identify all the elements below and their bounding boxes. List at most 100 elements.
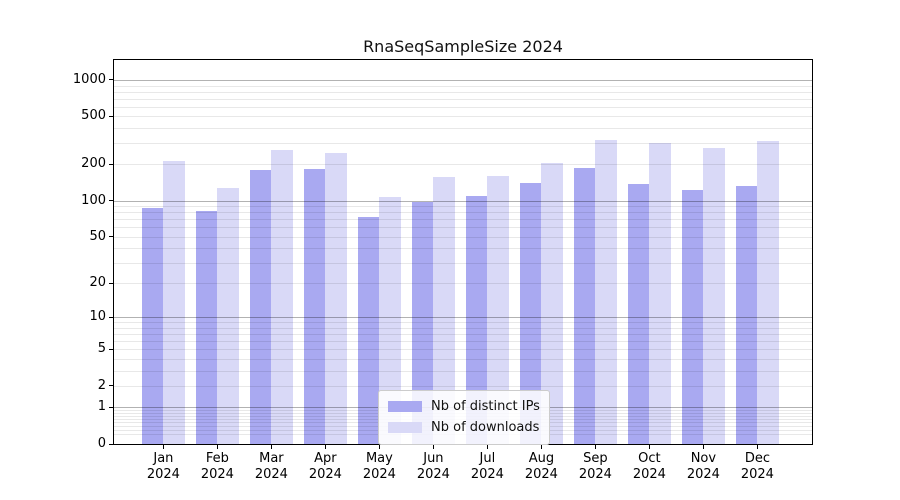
gridline: [114, 98, 812, 100]
y-tick-label: 20: [89, 275, 106, 291]
gridline: [114, 248, 812, 250]
bar-distinct-ips-feb: [195, 211, 218, 444]
bar-downloads-dec: [757, 140, 779, 444]
gridline: [114, 79, 812, 81]
bar-downloads-may: [379, 197, 401, 444]
x-tick-label: Apr 2024: [308, 451, 342, 482]
x-tick-label: Dec 2024: [740, 451, 774, 482]
x-tick-label: Oct 2024: [632, 451, 666, 482]
bar-distinct-ips-oct: [627, 183, 650, 444]
gridline: [114, 236, 812, 238]
x-tick-mark: [324, 445, 326, 449]
legend-swatch-downloads: [388, 422, 422, 433]
x-tick-label: Feb 2024: [200, 451, 234, 482]
y-tick-label: 200: [81, 156, 106, 172]
x-tick-label: Sep 2024: [578, 451, 612, 482]
y-tick-mark: [109, 385, 113, 387]
y-tick-label: 5: [97, 341, 106, 357]
gridline: [114, 116, 812, 118]
legend-row: Nb of downloads: [388, 417, 540, 438]
y-tick-mark: [109, 200, 113, 202]
gridline: [114, 334, 812, 336]
x-tick-label: Aug 2024: [524, 451, 558, 482]
gridline: [114, 143, 812, 145]
x-tick-label: Jun 2024: [416, 451, 450, 482]
y-tick-mark: [109, 79, 113, 81]
bar-distinct-ips-jul: [465, 195, 488, 444]
x-tick-mark: [648, 445, 650, 449]
x-tick-mark: [702, 445, 704, 449]
gridline: [114, 212, 812, 214]
gridline: [114, 327, 812, 329]
y-tick-label: 1000: [72, 71, 106, 87]
gridline: [114, 370, 812, 372]
chart-title: RnaSeqSampleSize 2024: [363, 37, 563, 56]
bar-downloads-apr: [325, 153, 347, 444]
y-tick-label: 10: [89, 309, 106, 325]
bar-downloads-jun: [433, 177, 455, 444]
y-tick-label: 1: [97, 399, 106, 415]
y-tick-mark: [109, 236, 113, 238]
y-tick-label: 0: [97, 436, 106, 451]
y-tick-mark: [109, 348, 113, 350]
gridline: [114, 106, 812, 108]
bar-distinct-ips-jan: [141, 207, 164, 444]
y-tick-mark: [109, 443, 113, 445]
legend-row: Nb of distinct IPs: [388, 396, 540, 417]
gridline: [114, 200, 812, 202]
y-tick-mark: [109, 163, 113, 165]
gridline: [114, 358, 812, 360]
bar-distinct-ips-mar: [249, 169, 272, 444]
x-tick-mark: [378, 445, 380, 449]
x-tick-mark: [486, 445, 488, 449]
grid-layer: [114, 60, 812, 444]
y-tick-mark: [109, 115, 113, 117]
gridline: [114, 283, 812, 285]
x-tick-label: May 2024: [362, 451, 396, 482]
bar-distinct-ips-apr: [303, 169, 326, 444]
x-tick-mark: [540, 445, 542, 449]
bar-downloads-mar: [271, 149, 293, 444]
x-tick-label: Mar 2024: [254, 451, 288, 482]
x-tick-mark: [162, 445, 164, 449]
y-tick-label: 100: [81, 192, 106, 208]
x-tick-mark: [756, 445, 758, 449]
x-tick-mark: [594, 445, 596, 449]
bar-downloads-feb: [217, 188, 239, 444]
gridline: [114, 227, 812, 229]
y-tick-mark: [109, 282, 113, 284]
y-tick-mark: [109, 316, 113, 318]
y-tick-label: 50: [89, 228, 106, 244]
bar-distinct-ips-dec: [735, 185, 758, 444]
legend: Nb of distinct IPs Nb of downloads: [378, 390, 550, 445]
gridline: [114, 341, 812, 343]
bar-downloads-nov: [703, 147, 725, 444]
legend-label-distinct-ips: Nb of distinct IPs: [431, 399, 540, 414]
gridline: [114, 349, 812, 351]
gridline: [114, 128, 812, 130]
bar-downloads-sep: [595, 139, 617, 444]
gridline: [114, 206, 812, 208]
x-tick-label: Jul 2024: [470, 451, 504, 482]
gridline: [114, 85, 812, 87]
bar-distinct-ips-nov: [681, 189, 704, 444]
gridline: [114, 164, 812, 166]
bar-downloads-aug: [541, 163, 563, 444]
x-tick-label: Jan 2024: [146, 451, 180, 482]
gridline: [114, 219, 812, 221]
legend-label-downloads: Nb of downloads: [431, 420, 540, 435]
bar-distinct-ips-aug: [519, 182, 542, 444]
bar-distinct-ips-may: [357, 217, 380, 444]
y-tick-mark: [109, 406, 113, 408]
y-tick-label: 500: [81, 108, 106, 124]
bar-distinct-ips-sep: [573, 168, 596, 444]
bar-downloads-jan: [163, 160, 185, 444]
bar-downloads-oct: [649, 142, 671, 444]
bar-distinct-ips-jun: [411, 201, 434, 444]
x-tick-mark: [270, 445, 272, 449]
gridline: [114, 262, 812, 264]
gridline: [114, 385, 812, 387]
bars-layer: [114, 60, 812, 444]
gridline: [114, 322, 812, 324]
